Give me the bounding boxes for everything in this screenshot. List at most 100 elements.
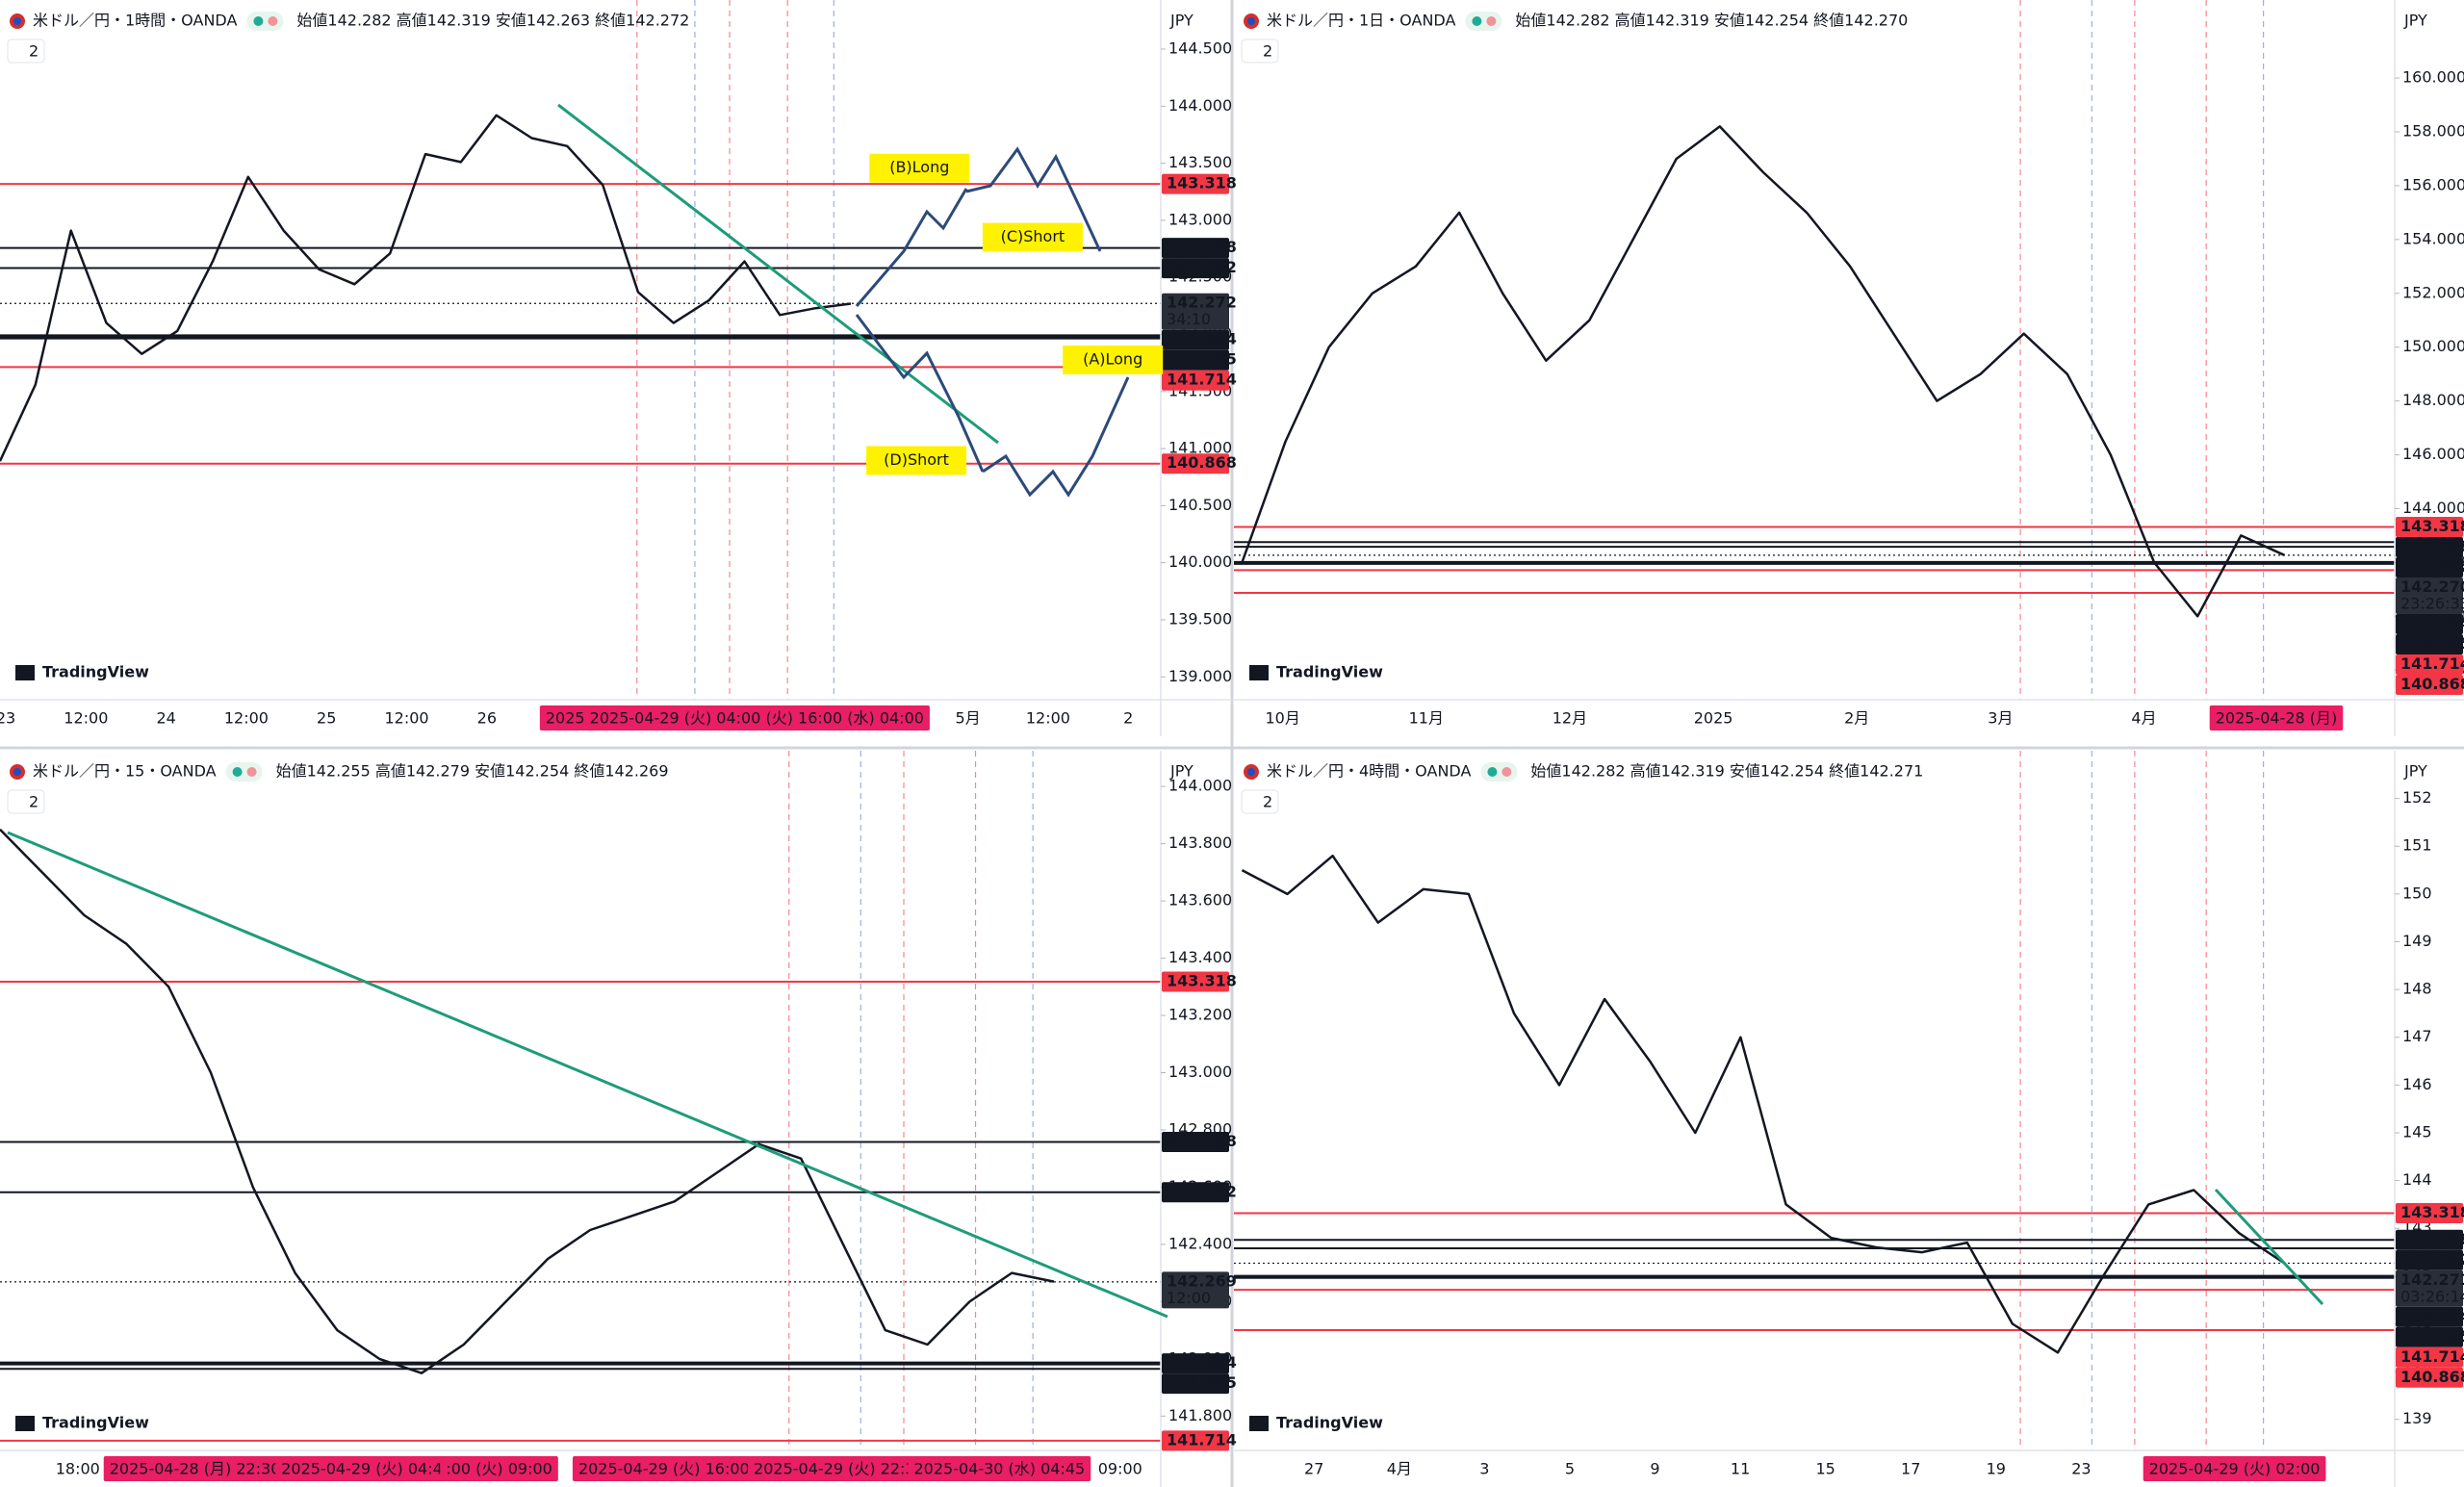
projection-path bbox=[965, 146, 1102, 252]
crosshair-time-tag bbox=[103, 1456, 287, 1481]
chart-panel: 139.000139.500140.000140.500141.000141.5… bbox=[0, 0, 1237, 736]
price-tag bbox=[2396, 1306, 2463, 1327]
price-tag bbox=[2396, 557, 2463, 578]
price-tag bbox=[1162, 238, 1229, 259]
y-tick-label: 147 bbox=[2402, 1027, 2432, 1045]
countdown-label: 12:00 bbox=[1167, 1289, 1211, 1307]
price-tag-label: 142.758 bbox=[2400, 537, 2464, 555]
status-dot bbox=[246, 767, 257, 777]
price-tag-label: 142.582 bbox=[1167, 258, 1237, 276]
price-tag bbox=[2396, 1229, 2463, 1250]
price-tag bbox=[2396, 634, 2463, 655]
y-tick-label: 144.500 bbox=[1168, 38, 1232, 57]
x-tick-label: 23 bbox=[2071, 1460, 2091, 1478]
status-dot bbox=[232, 767, 243, 777]
x-tick-label: 5 bbox=[1565, 1460, 1575, 1478]
plot-area bbox=[1234, 751, 2395, 1450]
tv-logo bbox=[15, 1416, 35, 1431]
crosshair-time-tag bbox=[908, 1456, 1091, 1481]
price-tag bbox=[1162, 329, 1229, 350]
annotation-label: (C)Short bbox=[1001, 227, 1065, 245]
crosshair-time-label: 2025-04-28 (月) 22:30 bbox=[110, 1460, 281, 1478]
price-tag bbox=[1162, 453, 1229, 474]
y-tick-label: 139.500 bbox=[1168, 609, 1232, 628]
status-dot bbox=[1486, 16, 1497, 26]
watermark: TradingView bbox=[42, 663, 149, 681]
watermark: TradingView bbox=[1276, 663, 1383, 681]
status-dot bbox=[268, 16, 278, 26]
x-tick-label: 23 bbox=[0, 709, 15, 728]
x-tick-label: 26 bbox=[477, 709, 497, 728]
y-tick-label: 150.000 bbox=[2402, 337, 2464, 355]
y-tick-label: 144.000 bbox=[2402, 499, 2464, 517]
y-tick-label: 158.000 bbox=[2402, 122, 2464, 141]
crosshair-time-tag bbox=[2143, 1456, 2326, 1481]
indicator-count: 2 bbox=[1263, 793, 1272, 811]
y-tick-label: 154.000 bbox=[2402, 229, 2464, 247]
y-tick-label: 152.000 bbox=[2402, 283, 2464, 301]
plot-area bbox=[0, 0, 1161, 700]
price-tag-label: 141.984 bbox=[1167, 1353, 1237, 1372]
chart-title: 米ドル／円・1時間・OANDA bbox=[33, 12, 237, 30]
status-dot bbox=[1487, 767, 1498, 777]
price-tag bbox=[1162, 1271, 1229, 1309]
x-tick-label: 15 bbox=[1815, 1460, 1835, 1478]
price-tag-label: 141.965 bbox=[2400, 634, 2464, 653]
y-tick-label: 148.000 bbox=[2402, 391, 2464, 409]
annotation-label: (D)Short bbox=[884, 450, 949, 469]
annotation-box bbox=[869, 153, 970, 183]
price-tag-label: 142.758 bbox=[2400, 1230, 2464, 1248]
annotation-box bbox=[1063, 345, 1164, 374]
ohlc-values: 始値142.282 高値142.319 安値142.263 終値142.272 bbox=[296, 12, 689, 30]
price-tag-label: 142.582 bbox=[2400, 1250, 2464, 1269]
y-tick-label: 139.000 bbox=[1168, 667, 1232, 685]
trend-line bbox=[2214, 1188, 2324, 1306]
tv-logo bbox=[15, 665, 35, 680]
crosshair-time-tag bbox=[748, 1456, 931, 1481]
projection-path bbox=[855, 314, 985, 473]
x-tick-label: 3月 bbox=[1988, 709, 2013, 728]
price-tag-label: 141.714 bbox=[2400, 654, 2464, 673]
status-badge bbox=[1465, 12, 1502, 31]
price-tag-label: 141.714 bbox=[2400, 1347, 2464, 1366]
x-tick-label: 2 bbox=[1123, 709, 1133, 728]
price-tag bbox=[2396, 577, 2463, 615]
price-tag-label: 142.269 bbox=[1167, 1271, 1237, 1290]
price-line bbox=[0, 828, 1055, 1374]
watermark: TradingView bbox=[42, 1414, 149, 1432]
ohlc-values: 始値142.255 高値142.279 安値142.254 終値142.269 bbox=[276, 762, 669, 781]
chart-panel: 138.000140.000142.000144.000146.000148.0… bbox=[1234, 0, 2464, 736]
x-tick-label: 12月 bbox=[1553, 709, 1587, 728]
price-tag-label: 142.272 bbox=[1167, 294, 1237, 312]
currency-label: JPY bbox=[1169, 12, 1194, 30]
price-tag bbox=[1162, 173, 1229, 194]
price-tag bbox=[1162, 1353, 1229, 1374]
chart-title: 米ドル／円・4時間・OANDA bbox=[1267, 762, 1471, 781]
status-dot bbox=[1472, 16, 1482, 26]
y-tick-label: 144.000 bbox=[1168, 777, 1232, 795]
price-tag-label: 140.868 bbox=[2400, 1368, 2464, 1386]
plot-area bbox=[1234, 0, 2395, 700]
price-tag-label: 141.984 bbox=[1167, 330, 1237, 348]
y-tick-label: 143.000 bbox=[1168, 210, 1232, 228]
chart-panel: 1391401411421431441451461471481491501511… bbox=[1234, 751, 2464, 1487]
y-tick-label: 142.400 bbox=[1168, 1234, 1232, 1252]
y-tick-label: 160.000 bbox=[2402, 68, 2464, 87]
countdown-label: 23:26:33 bbox=[2400, 595, 2464, 613]
crosshair-time-label: 2025-04-29 (火) 04:45 bbox=[281, 1460, 452, 1478]
x-tick-label: 09:00 bbox=[1098, 1460, 1142, 1478]
x-tick-label: 19 bbox=[1987, 1460, 2006, 1478]
y-tick-label: 141.000 bbox=[1168, 439, 1232, 457]
indicator-count: 2 bbox=[1263, 42, 1272, 61]
x-tick-label: 2月 bbox=[1844, 709, 1869, 728]
price-tag bbox=[2396, 1269, 2463, 1307]
y-tick-label: 143.500 bbox=[1168, 153, 1232, 171]
price-tag-label: 142.758 bbox=[1167, 1132, 1237, 1150]
x-tick-label: 11月 bbox=[1409, 709, 1444, 728]
annotation-box bbox=[982, 222, 1083, 252]
y-tick-label: 146 bbox=[2402, 1075, 2432, 1093]
plot-area bbox=[0, 751, 1161, 1450]
x-tick-label: 5月 bbox=[956, 709, 981, 728]
indicator-count: 2 bbox=[29, 793, 38, 811]
price-tag bbox=[1162, 370, 1229, 391]
